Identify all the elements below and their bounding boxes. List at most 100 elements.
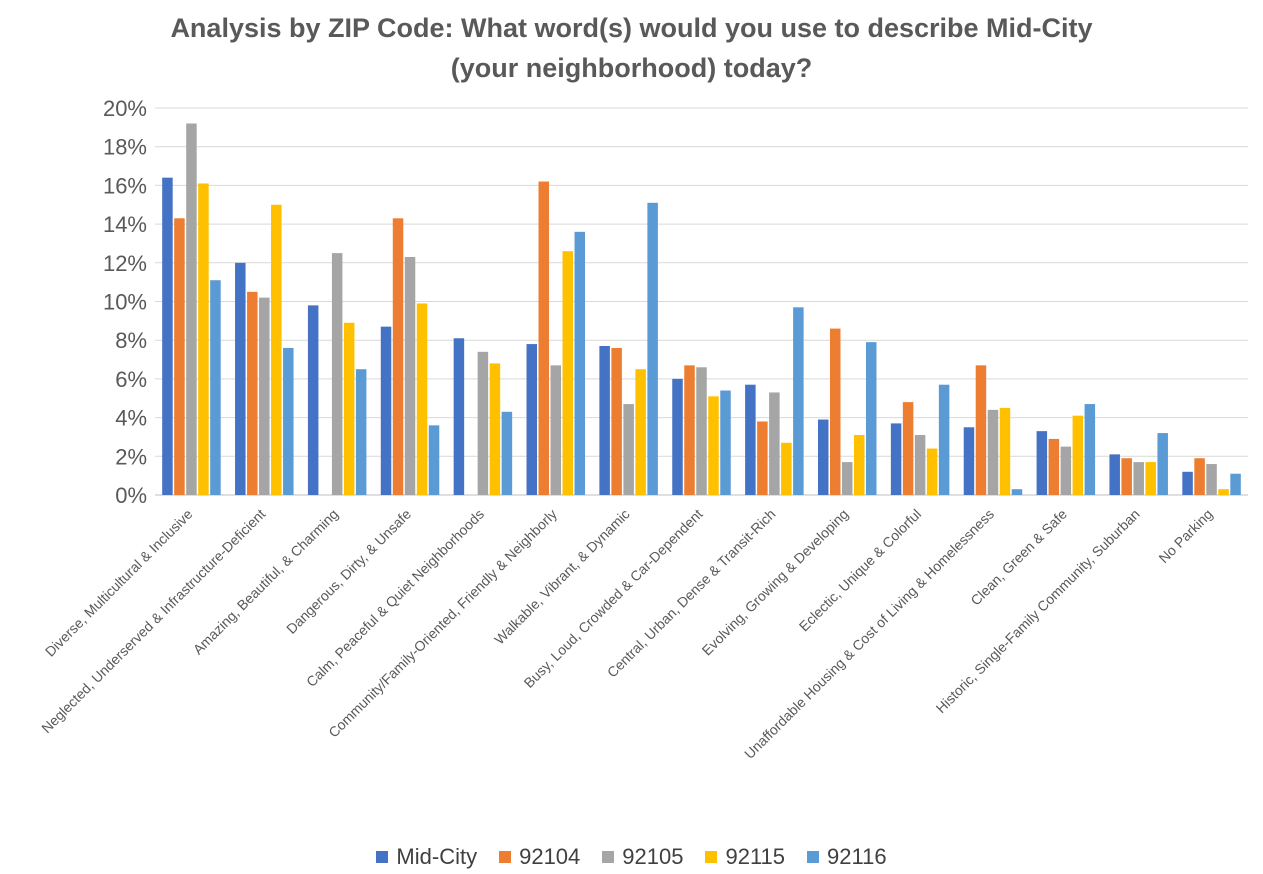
bar-92115 (853, 435, 865, 495)
bar-92115 (926, 448, 938, 495)
x-tick-label: Amazing, Beautiful, & Charming (190, 506, 342, 658)
bar-92104 (757, 421, 768, 495)
bar-92116 (938, 384, 950, 495)
bar-92116 (283, 347, 294, 495)
legend-item: 92105 (602, 844, 683, 870)
y-tick-label: 16% (103, 173, 147, 198)
bar-92116 (355, 369, 367, 495)
bar-92116 (501, 411, 513, 495)
chart-title-line-1: Analysis by ZIP Code: What word(s) would… (170, 13, 1093, 43)
chart-legend: Mid-City 92104 92105 92115 92116 (0, 844, 1263, 870)
bar-92105 (1133, 462, 1144, 495)
bar-92116 (1084, 404, 1096, 495)
bar-92115 (635, 369, 646, 495)
legend-swatch (602, 851, 615, 863)
bar-92104 (174, 218, 185, 496)
bar-92105 (550, 365, 562, 495)
bar-92115 (489, 363, 501, 495)
legend-swatch (376, 851, 389, 863)
bar-92105 (477, 351, 489, 495)
bar-mid-city (380, 326, 392, 495)
bar-92116 (647, 202, 658, 495)
bar-mid-city (599, 346, 610, 495)
bar-92104 (684, 365, 695, 495)
y-tick-label: 10% (103, 290, 147, 315)
bar-92105 (987, 409, 999, 495)
x-tick-label: Unaffordable Housing & Cost of Living & … (741, 506, 997, 762)
bar-mid-city (526, 344, 538, 495)
x-tick-label: Diverse, Multicultural & Inclusive (42, 506, 196, 660)
bar-92105 (623, 404, 634, 495)
bar-92105 (769, 392, 780, 495)
bar-92116 (1230, 473, 1241, 495)
bar-92115 (999, 407, 1011, 495)
bar-92105 (696, 367, 707, 495)
bar-mid-city (1182, 471, 1193, 495)
y-tick-label: 4% (115, 406, 147, 431)
bar-92115 (343, 322, 355, 495)
bar-mid-city (817, 419, 829, 495)
bar-mid-city (745, 384, 756, 495)
legend-item: 92116 (807, 844, 887, 870)
y-tick-label: 14% (103, 212, 147, 237)
y-tick-label: 0% (115, 483, 147, 508)
legend-item: Mid-City (376, 844, 477, 870)
bar-92105 (259, 297, 270, 495)
bar-92104 (611, 347, 622, 495)
bar-92115 (1145, 462, 1156, 495)
bar-92115 (198, 183, 209, 495)
bar-92105 (186, 123, 197, 495)
bar-chart-plot: 0% 2% 4% 6% 8% 10% 12% 14% 16% 18% 20% Diverse, Mul… (38, 96, 1248, 762)
bar-92105 (331, 253, 343, 495)
bar-92105 (1206, 464, 1217, 495)
bar-mid-city (453, 338, 465, 495)
bar-92115 (416, 303, 428, 495)
bar-92104 (902, 402, 914, 495)
y-tick-label: 20% (103, 96, 147, 121)
legend-swatch (499, 851, 512, 863)
legend-label: 92105 (622, 844, 684, 869)
bar-92116 (428, 425, 440, 495)
y-tick-label: 2% (115, 444, 147, 469)
bar-92115 (1218, 489, 1229, 495)
bar-92116 (574, 231, 586, 495)
bar-92104 (392, 218, 404, 496)
legend-item: 92115 (705, 844, 785, 870)
bar-92104 (247, 291, 258, 495)
bar-mid-city (672, 378, 683, 495)
bar-92116 (865, 342, 877, 495)
legend-label: 92104 (519, 844, 581, 869)
bar-92115 (708, 396, 719, 495)
bar-92116 (1157, 433, 1168, 495)
bar-92116 (793, 307, 804, 495)
x-tick-label: Evolving, Growing & Developing (699, 506, 852, 659)
bar-92104 (975, 365, 987, 495)
y-tick-label: 18% (103, 135, 147, 160)
bar-92115 (562, 251, 574, 495)
bar-92105 (841, 462, 853, 495)
legend-label: Mid-City (396, 844, 478, 869)
chart-title-line-2: (your neighborhood) today? (450, 53, 813, 83)
x-tick-label: Walkable, Vibrant, & Dynamic (491, 506, 633, 648)
bar-92105 (404, 256, 416, 495)
bar-mid-city (1036, 431, 1048, 495)
bar-92115 (781, 442, 792, 495)
x-tick-label: Eclectic, Unique & Colorful (796, 506, 925, 635)
chart-title: Analysis by ZIP Code: What word(s) would… (0, 8, 1263, 88)
bar-92115 (1072, 415, 1084, 495)
bar-92105 (1060, 446, 1072, 495)
bar-mid-city (235, 262, 246, 495)
legend-label: 92116 (827, 844, 887, 869)
bar-mid-city (162, 177, 173, 495)
y-tick-label: 12% (103, 251, 147, 276)
bar-mid-city (307, 305, 319, 495)
bar-92116 (1011, 489, 1023, 495)
bar-92104 (1048, 438, 1060, 495)
bar-92104 (1121, 458, 1132, 495)
y-tick-label: 8% (115, 328, 147, 353)
x-tick-label: Dangerous, Dirty, & Unsafe (283, 506, 414, 637)
bar-92105 (914, 435, 926, 495)
bar-92115 (271, 204, 282, 495)
legend-label: 92115 (725, 844, 786, 869)
